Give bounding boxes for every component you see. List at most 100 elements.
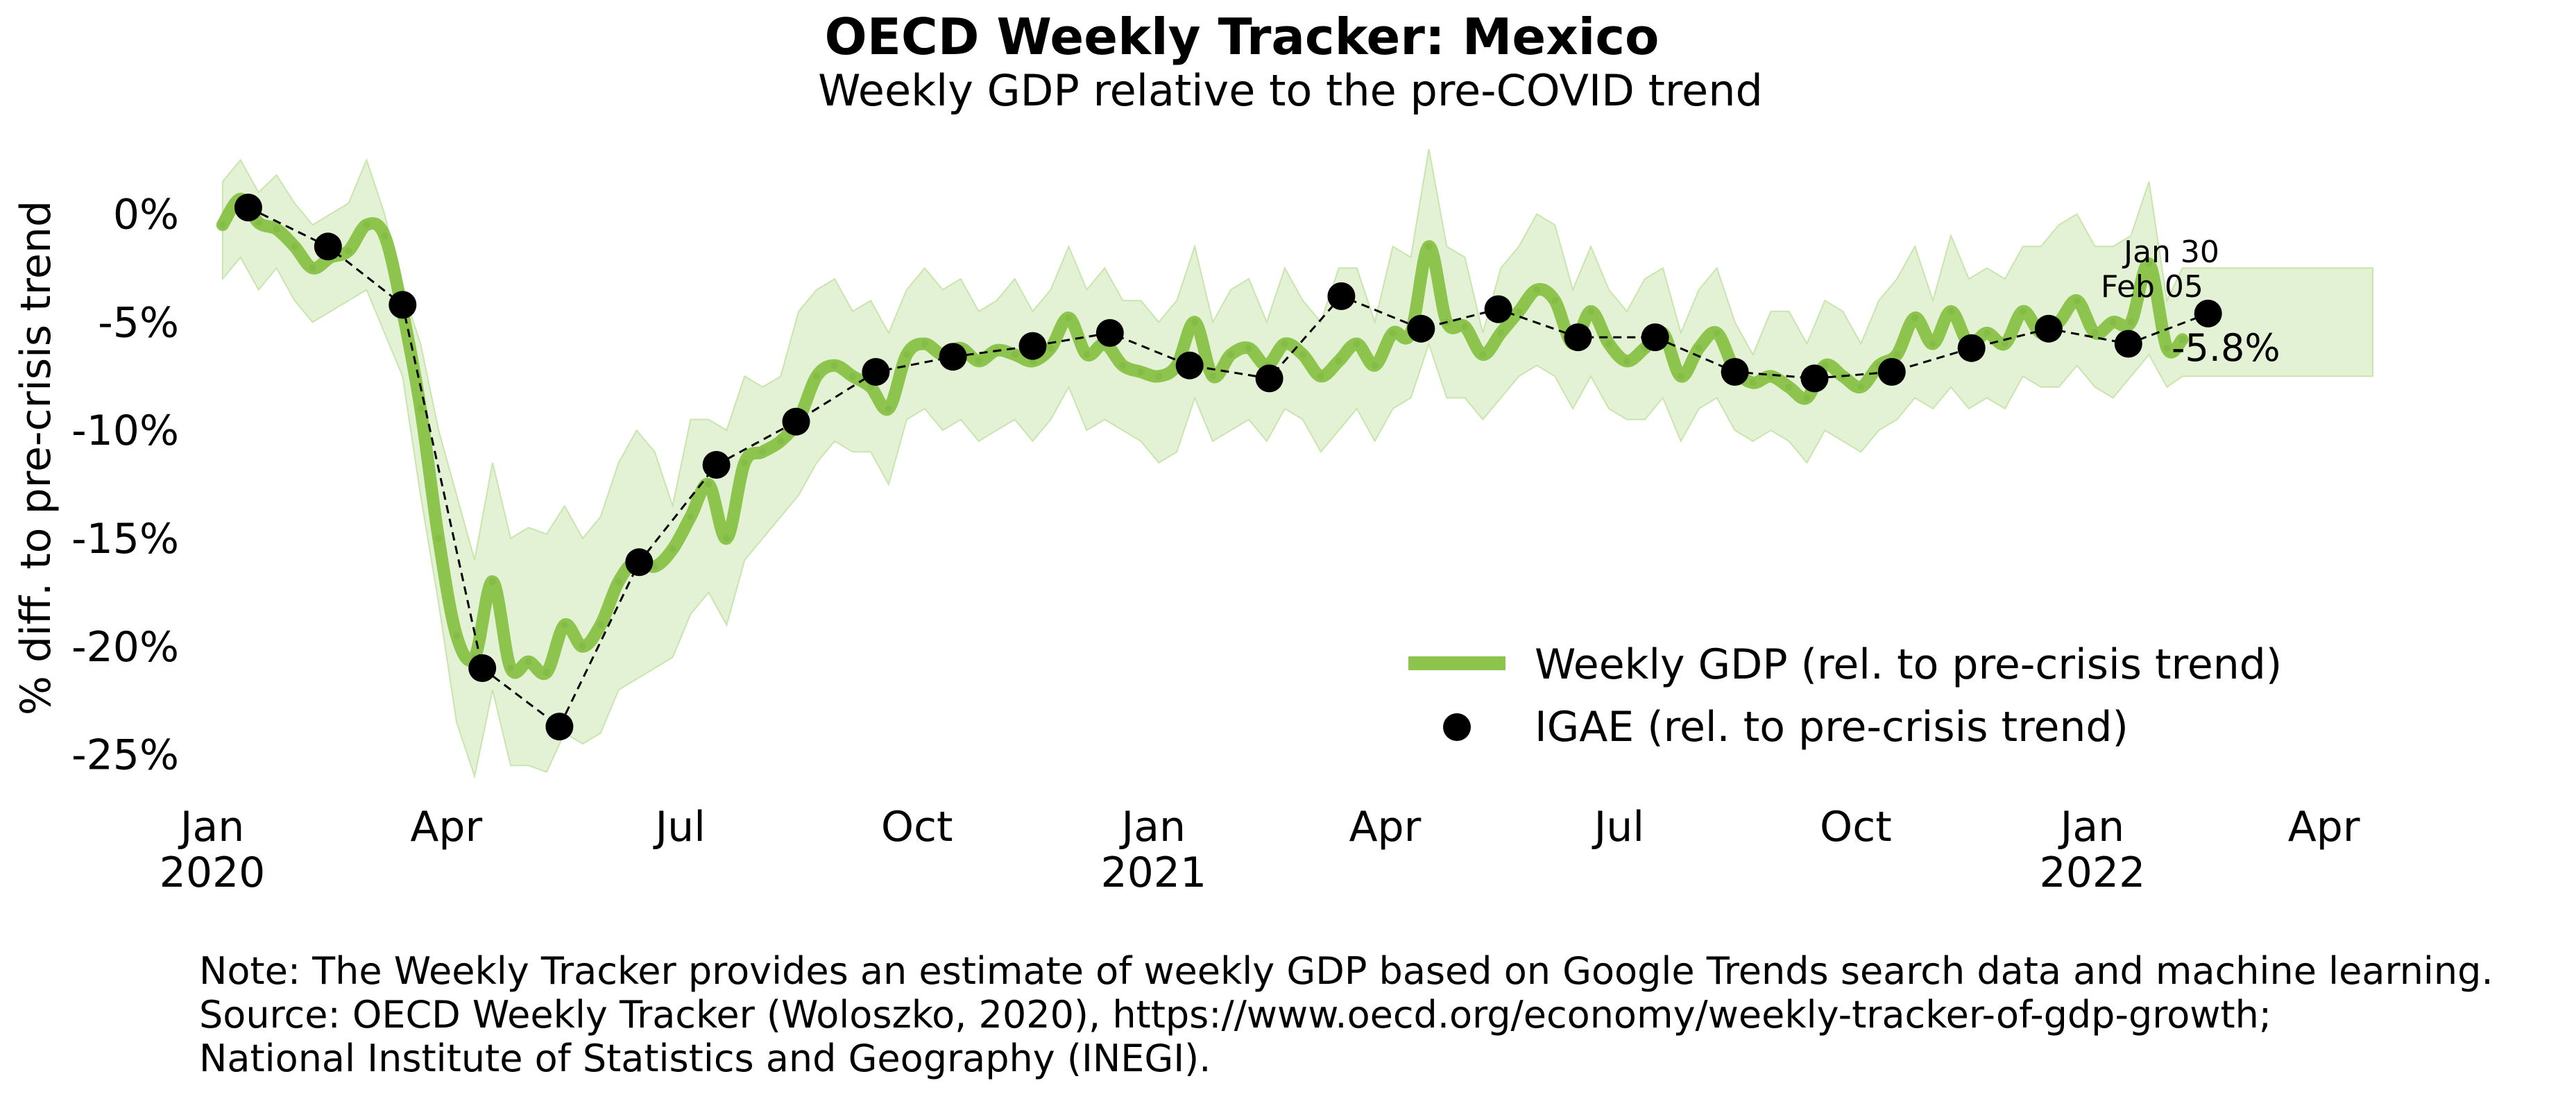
weekly-gdp-point (1353, 340, 1360, 348)
weekly-gdp-point (1695, 344, 1703, 352)
weekly-gdp-point (2073, 297, 2081, 305)
legend-igae-label: IGAE (rel. to pre-crisis trend) (1535, 703, 2129, 751)
weekly-gdp-point (1911, 314, 1919, 322)
weekly-gdp-point (1767, 373, 1775, 380)
weekly-gdp-point (1227, 351, 1234, 359)
igae-point (1327, 282, 1356, 310)
x-tick-label: Jan (2058, 803, 2125, 851)
igae-point (2194, 299, 2222, 327)
weekly-gdp-point (2127, 318, 2135, 326)
weekly-gdp-point (1605, 340, 1612, 348)
igae-point (1407, 314, 1435, 343)
x-tick-label: Jan (178, 803, 245, 851)
chart-subtitle: Weekly GDP relative to the pre-COVID tre… (818, 65, 1763, 116)
weekly-gdp-point (1065, 314, 1073, 322)
weekly-gdp-point (669, 545, 676, 553)
weekly-gdp-point (1533, 286, 1541, 293)
igae-point (862, 358, 890, 386)
weekly-gdp-point (1317, 373, 1324, 380)
igae-point (625, 548, 654, 577)
weekly-gdp-point (291, 243, 298, 250)
weekly-gdp-point (2019, 307, 2027, 315)
y-tick-label: -20% (71, 623, 179, 672)
y-tick-label: 0% (113, 191, 179, 239)
weekly-gdp-point (615, 578, 622, 586)
igae-dashed-line (248, 206, 2209, 729)
annotations: Jan 30 Feb 05 -5.8% (2101, 235, 2280, 370)
weekly-gdp-point (1821, 361, 1829, 369)
igae-point (782, 407, 810, 436)
weekly-gdp-point (741, 459, 749, 466)
weekly-gdp-point (489, 578, 496, 586)
weekly-gdp-point (1389, 329, 1397, 336)
x-tick-label: Jul (1592, 803, 1644, 851)
legend-igae-marker (1443, 713, 1471, 741)
weekly-gdp-point (417, 405, 425, 412)
weekly-gdp-point (345, 247, 352, 255)
weekly-gdp-point (561, 621, 568, 629)
igae-point (1641, 323, 1669, 352)
weekly-gdp-point (1803, 394, 1811, 402)
igae-point (1957, 334, 1986, 362)
weekly-gdp-point (1083, 351, 1091, 359)
igae-point (1800, 364, 1829, 393)
weekly-gdp-point (777, 437, 785, 445)
weekly-gdp-point (1137, 368, 1145, 375)
weekly-gdp-point (1983, 329, 1990, 336)
x-tick-label: Jan (1119, 803, 1186, 851)
source-line-2: National Institute of Statistics and Geo… (199, 1037, 1211, 1080)
weekly-gdp-point (2109, 318, 2117, 326)
weekly-gdp-point (687, 513, 694, 520)
weekly-gdp-point (2145, 260, 2153, 268)
weekly-gdp-point (1011, 351, 1018, 359)
weekly-gdp-point (255, 219, 262, 226)
x-tick-label: Apr (1349, 803, 1421, 851)
confidence-band-area (221, 148, 2373, 779)
y-tick-label: -25% (71, 731, 179, 780)
x-tick-year-label: 2020 (160, 849, 266, 897)
weekly-gdp-point (921, 340, 928, 348)
x-tick-label: Apr (2288, 803, 2360, 851)
weekly-gdp-point (885, 405, 892, 412)
weekly-gdp-point (2091, 329, 2099, 336)
weekly-gdp-point (1299, 351, 1306, 359)
weekly-gdp-point (813, 373, 821, 380)
weekly-gdp-point (975, 357, 982, 365)
weekly-gdp-point (1425, 243, 1433, 250)
weekly-gdp-line (216, 192, 2189, 681)
weekly-gdp-point (219, 221, 226, 229)
igae-point (2114, 330, 2142, 358)
weekly-gdp-point (1209, 373, 1217, 380)
igae-point (702, 451, 731, 479)
x-tick-label: Oct (1820, 803, 1892, 851)
igae-point (1018, 332, 1047, 360)
weekly-gdp-point (1119, 361, 1127, 369)
weekly-gdp-point (849, 373, 856, 380)
weekly-gdp-point (1047, 344, 1055, 352)
weekly-gdp-point (1929, 340, 1937, 348)
igae-series (234, 194, 2222, 741)
weekly-gdp-point (524, 658, 532, 665)
chart-title: OECD Weekly Tracker: Mexico (824, 8, 1659, 66)
source-note: Note: The Weekly Tracker provides an est… (199, 949, 2493, 1080)
legend-weekly-label: Weekly GDP (rel. to pre-crisis trend) (1535, 640, 2282, 689)
igae-point (545, 713, 574, 741)
weekly-gdp-point (1191, 318, 1199, 326)
weekly-gdp-point (1497, 329, 1505, 336)
igae-point (1721, 358, 1749, 386)
weekly-gdp-point (651, 563, 658, 570)
igae-point (1255, 364, 1283, 393)
y-axis: 0% -5% -10% -15% -20% -25% (71, 191, 179, 780)
igae-point (389, 291, 417, 319)
x-tick-year-label: 2022 (2040, 849, 2146, 897)
weekly-gdp-point (1515, 307, 1523, 315)
igae-point (234, 194, 262, 222)
weekly-gdp-point (831, 361, 839, 369)
weekly-gdp-point (1245, 344, 1252, 352)
weekly-gdp-point (1713, 329, 1721, 336)
weekly-gdp-point (1155, 373, 1163, 380)
weekly-gdp-point (1551, 297, 1559, 305)
weekly-gdp-point (273, 225, 280, 233)
